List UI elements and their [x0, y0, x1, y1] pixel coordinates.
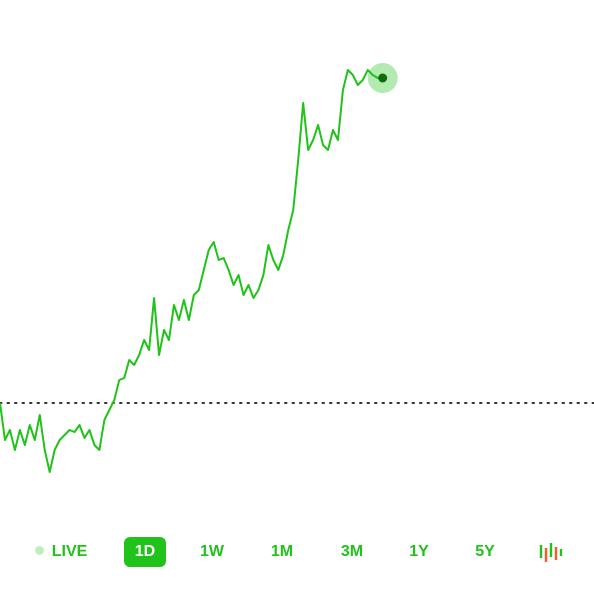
- range-tab[interactable]: LIVE: [30, 537, 92, 567]
- tab-label: 1M: [270, 543, 294, 560]
- range-tab[interactable]: 1W: [192, 537, 232, 567]
- tab-label: 1D: [134, 543, 156, 560]
- tab-label: 5Y: [475, 543, 495, 560]
- tab-label: 1W: [200, 543, 224, 560]
- live-dot: [34, 546, 44, 555]
- candlestick-icon[interactable]: [535, 538, 565, 568]
- current-point: [378, 73, 388, 83]
- range-tab[interactable]: 1M: [262, 537, 302, 567]
- tab-label: 1Y: [409, 543, 429, 560]
- chart: [0, 63, 594, 473]
- range-tab[interactable]: 1D: [124, 537, 166, 567]
- tab-label: LIVE: [51, 543, 88, 560]
- range-tab[interactable]: 1Y: [402, 537, 436, 567]
- range-tabs: LIVE 1D 1W 1M 3M 1Y 5Y: [0, 537, 594, 569]
- range-tab[interactable]: 5Y: [468, 537, 502, 567]
- range-tab[interactable]: 3M: [332, 537, 372, 567]
- tab-label: 3M: [340, 543, 364, 560]
- price-line: [0, 69, 383, 473]
